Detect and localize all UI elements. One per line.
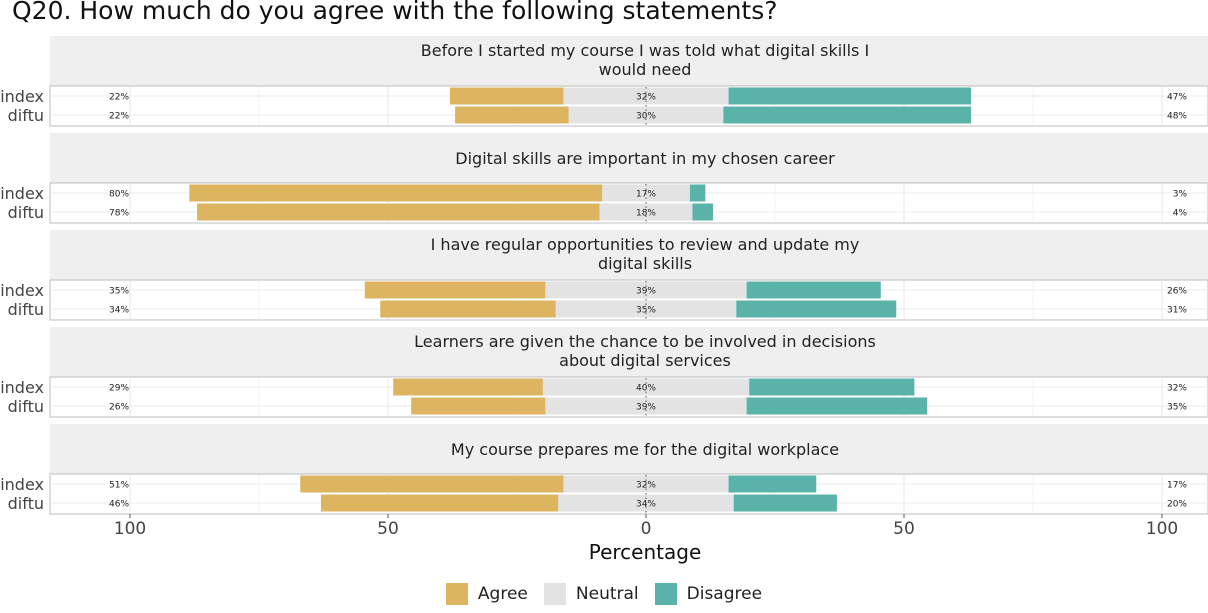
label-neutral-diftu: 18% [636, 209, 656, 219]
legend: Agree Neutral Disagree [0, 583, 1208, 605]
bar-disagree-diftu-2 [692, 203, 714, 221]
panel-strip-5 [50, 424, 1208, 474]
label-agree-diftu: 34% [109, 306, 129, 316]
label-agree-index: 80% [109, 190, 129, 200]
bar-disagree-index-4 [749, 378, 915, 396]
panel-strip-3 [50, 230, 1208, 280]
panel-strip-2 [50, 133, 1208, 183]
bar-disagree-index-2 [689, 184, 706, 202]
bar-disagree-diftu-1 [723, 106, 972, 124]
legend-label-disagree: Disagree [686, 584, 763, 604]
label-neutral-diftu: 35% [636, 306, 656, 316]
bar-agree-diftu-3 [380, 300, 556, 318]
y-tick-index-1: index [0, 87, 44, 106]
chart-title: Q20. How much do you agree with the foll… [12, 0, 778, 25]
legend-swatch-agree [445, 583, 468, 605]
label-disagree-index: 26% [1167, 287, 1187, 297]
label-agree-index: 51% [109, 481, 129, 491]
bar-agree-index-5 [300, 475, 564, 493]
label-disagree-index: 3% [1173, 190, 1188, 200]
y-tick-index-2: index [0, 184, 44, 203]
panel-strip-1 [50, 36, 1208, 86]
label-disagree-diftu: 35% [1167, 403, 1187, 413]
y-tick-diftu-4: diftu [8, 397, 44, 416]
label-disagree-diftu: 48% [1167, 112, 1187, 122]
panel-title-3-line-2: digital skills [598, 254, 692, 273]
x-tick-label: 0 [641, 519, 652, 539]
legend-label-neutral: Neutral [575, 584, 639, 604]
label-disagree-index: 32% [1167, 384, 1187, 394]
label-agree-index: 29% [109, 384, 129, 394]
bar-agree-diftu-2 [197, 203, 600, 221]
x-axis-title: Percentage [589, 540, 702, 564]
legend-label-agree: Agree [477, 584, 528, 604]
panel-title-4-line-2: about digital services [559, 351, 731, 370]
legend-item-agree: Agree [445, 583, 528, 605]
y-tick-diftu-3: diftu [8, 300, 44, 319]
panel-title-3-line-1: I have regular opportunities to review a… [431, 235, 860, 254]
panel-title-4-line-1: Learners are given the chance to be invo… [414, 332, 876, 351]
bar-agree-diftu-4 [411, 397, 546, 415]
panel-title-1-line-1: Before I started my course I was told wh… [421, 41, 869, 60]
x-tick-label: 50 [893, 519, 915, 539]
label-neutral-diftu: 30% [636, 112, 656, 122]
legend-swatch-neutral [543, 583, 566, 605]
panel-title-1-line-2: would need [599, 60, 692, 79]
y-tick-diftu-1: diftu [8, 106, 44, 125]
label-agree-index: 35% [109, 287, 129, 297]
label-agree-diftu: 26% [109, 403, 129, 413]
label-disagree-diftu: 31% [1167, 306, 1187, 316]
y-tick-diftu-5: diftu [8, 494, 44, 513]
y-tick-index-4: index [0, 378, 44, 397]
label-neutral-diftu: 34% [636, 500, 656, 510]
label-agree-diftu: 22% [109, 112, 129, 122]
bar-agree-diftu-1 [455, 106, 569, 124]
panel-title-2-line-1: Digital skills are important in my chose… [455, 149, 835, 168]
label-disagree-diftu: 4% [1173, 209, 1188, 219]
label-disagree-index: 17% [1167, 481, 1187, 491]
label-agree-index: 22% [109, 93, 129, 103]
legend-item-disagree: Disagree [654, 583, 763, 605]
panel-strip-4 [50, 327, 1208, 377]
y-tick-index-3: index [0, 281, 44, 300]
y-tick-index-5: index [0, 475, 44, 494]
label-agree-diftu: 46% [109, 500, 129, 510]
bar-disagree-index-1 [728, 87, 972, 105]
bar-disagree-diftu-5 [733, 494, 837, 512]
label-neutral-diftu: 39% [636, 403, 656, 413]
x-tick-label: 100 [114, 519, 146, 539]
x-tick-label: 100 [1146, 519, 1178, 539]
bar-disagree-diftu-4 [746, 397, 928, 415]
bar-agree-index-4 [393, 378, 543, 396]
bar-disagree-index-5 [728, 475, 817, 493]
bar-agree-index-3 [364, 281, 546, 299]
label-disagree-diftu: 20% [1167, 500, 1187, 510]
label-disagree-index: 47% [1167, 93, 1187, 103]
likert-chart: Percentage Before I started my course I … [0, 36, 1208, 564]
bar-agree-index-2 [189, 184, 603, 202]
y-tick-diftu-2: diftu [8, 203, 44, 222]
bar-disagree-index-3 [746, 281, 881, 299]
panel-title-5-line-1: My course prepares me for the digital wo… [451, 440, 839, 459]
x-tick-label: 50 [377, 519, 399, 539]
bar-agree-diftu-5 [320, 494, 559, 512]
legend-item-neutral: Neutral [543, 583, 639, 605]
label-agree-diftu: 78% [109, 209, 129, 219]
bar-agree-index-1 [449, 87, 564, 105]
bar-disagree-diftu-3 [736, 300, 897, 318]
legend-swatch-disagree [654, 583, 677, 605]
